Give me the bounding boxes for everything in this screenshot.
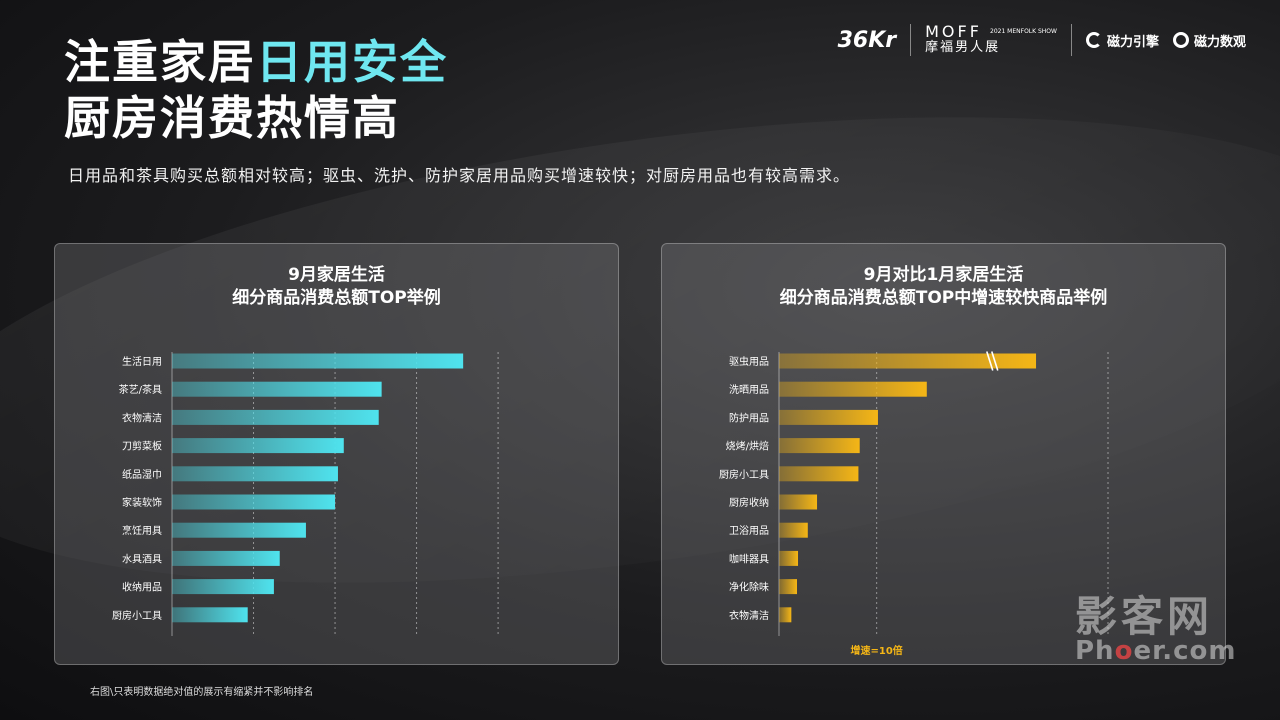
- bar: [172, 409, 379, 425]
- bar: [779, 494, 818, 510]
- chart-title-left-line1: 9月家居生活: [288, 265, 385, 285]
- watermark-cn: 影客网: [1075, 592, 1214, 641]
- cili-data-icon: [1172, 32, 1189, 48]
- category-label: 家装软饰: [122, 496, 162, 509]
- logo-moff: MOFF 2021 MENFOLK SHOW 摩福男人展: [925, 24, 1057, 56]
- bar: [172, 466, 338, 482]
- chart-title-right-line1: 9月对比1月家居生活: [863, 265, 1024, 285]
- bar: [779, 353, 1037, 369]
- watermark: 影客网 Phoer.com: [1075, 592, 1236, 665]
- logo-divider: [1070, 24, 1072, 56]
- category-label: 烹饪用具: [122, 524, 162, 537]
- footnote: 右图\只表明数据绝对值的展示有缩紧并不影响排名: [90, 687, 314, 698]
- category-label: 厨房收纳: [729, 496, 769, 509]
- watermark-en-b: o: [1114, 636, 1134, 666]
- watermark-en-c: er.com: [1133, 636, 1237, 666]
- axis-break-mark: [986, 351, 994, 371]
- bar: [172, 550, 280, 566]
- category-label: 衣物清洁: [729, 609, 769, 622]
- watermark-en-a: Ph: [1075, 636, 1115, 666]
- bar-chart-left: 生活日用茶艺/茶具衣物清洁刀剪菜板纸品湿巾家装软饰烹饪用具水具酒具收纳用品厨房小…: [112, 352, 499, 636]
- title-line1-a: 注重家居: [64, 35, 256, 89]
- category-label: 收纳用品: [122, 581, 162, 594]
- moff-en: MOFF: [925, 22, 982, 41]
- cili-engine-label: 磁力引擎: [1106, 34, 1159, 50]
- bar: [172, 522, 306, 538]
- chart-panel-left: 9月家居生活 细分商品消费总额TOP举例 生活日用茶艺/茶具衣物清洁刀剪菜板纸品…: [54, 243, 619, 665]
- bar: [779, 579, 797, 595]
- bar: [172, 381, 382, 397]
- category-label: 茶艺/茶具: [119, 383, 162, 396]
- title-line1-b: 日用安全: [256, 35, 448, 89]
- category-label: 厨房小工具: [719, 468, 769, 481]
- title-line2: 厨房消费热情高: [64, 91, 400, 145]
- bar: [172, 579, 274, 595]
- category-label: 净化除味: [729, 581, 769, 594]
- bar: [172, 607, 248, 623]
- category-label: 驱虫用品: [729, 356, 769, 368]
- bar: [172, 494, 336, 510]
- category-label: 厨房小工具: [112, 609, 162, 622]
- moff-cn: 摩福男人展: [925, 40, 1001, 55]
- moff-small: 2021 MENFOLK SHOW: [990, 28, 1057, 35]
- logo-cili-data: 磁力数观: [1172, 31, 1246, 50]
- logo-divider: [910, 24, 912, 56]
- chart-title-right-line2: 细分商品消费总额TOP中增速较快商品举例: [779, 288, 1108, 308]
- category-label: 纸品湿巾: [122, 468, 162, 481]
- bar: [779, 466, 859, 482]
- category-label: 卫浴用品: [729, 525, 769, 537]
- bar: [172, 438, 344, 454]
- cili-data-label: 磁力数观: [1193, 34, 1246, 50]
- category-label: 咖啡器具: [729, 553, 769, 565]
- bar: [779, 409, 878, 425]
- chart-title-left: 9月家居生活 细分商品消费总额TOP举例: [55, 264, 618, 310]
- page-subtitle: 日用品和茶具购买总额相对较高；驱虫、洗护、防护家居用品购买增速较快；对厨房用品也…: [68, 166, 851, 185]
- logo-36kr: 36Kr: [837, 27, 897, 53]
- cili-engine-icon: [1085, 32, 1102, 48]
- category-label: 烧烤/烘焙: [726, 440, 769, 453]
- logo-cili-engine: 磁力引擎: [1085, 31, 1159, 50]
- category-label: 防护用品: [729, 411, 769, 424]
- category-label: 衣物清洁: [122, 411, 162, 424]
- chart-panel-right: 9月对比1月家居生活 细分商品消费总额TOP中增速较快商品举例 驱虫用品洗晒用品…: [661, 243, 1226, 665]
- bar: [779, 550, 799, 566]
- watermark-en: Phoer.com: [1075, 638, 1236, 664]
- bar: [779, 522, 808, 538]
- bar-chart-right: 驱虫用品洗晒用品防护用品烧烤/烘焙厨房小工具厨房收纳卫浴用品咖啡器具净化除味衣物…: [719, 351, 1109, 657]
- reference-label: 增速=10倍: [851, 644, 903, 657]
- chart-title-left-line2: 细分商品消费总额TOP举例: [232, 288, 441, 308]
- page-title: 注重家居日用安全 厨房消费热情高: [64, 34, 448, 146]
- category-label: 洗晒用品: [729, 384, 769, 396]
- bar: [779, 607, 792, 623]
- bar: [172, 353, 464, 369]
- category-label: 水具酒具: [122, 553, 162, 565]
- logo-bar: 36Kr MOFF 2021 MENFOLK SHOW 摩福男人展 磁力引擎 磁…: [838, 20, 1246, 60]
- bar: [779, 381, 927, 397]
- chart-title-right: 9月对比1月家居生活 细分商品消费总额TOP中增速较快商品举例: [662, 264, 1225, 310]
- axis-break-mark: [991, 351, 999, 371]
- bar: [779, 438, 860, 454]
- category-label: 生活日用: [122, 355, 162, 368]
- category-label: 刀剪菜板: [122, 440, 162, 453]
